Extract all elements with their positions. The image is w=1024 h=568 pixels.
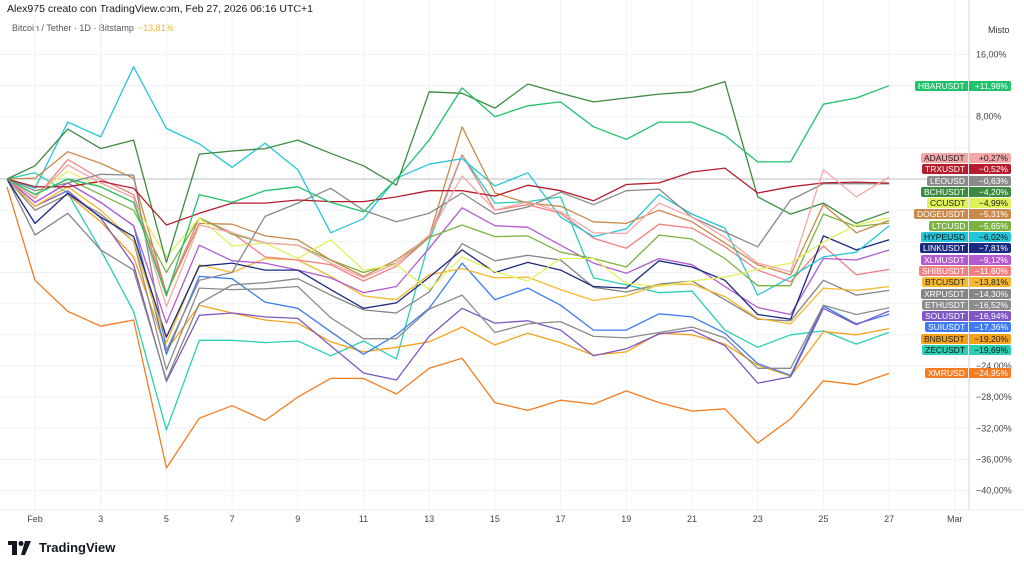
series-label-value: −4,99% [969, 198, 1011, 209]
y-tick-label: 16,00% [976, 49, 1007, 59]
x-tick-label: 19 [621, 514, 631, 524]
scale-mode[interactable]: Misto [988, 25, 1010, 35]
series-label-name: HBARUSDT [915, 80, 968, 91]
series-line-shibusdt[interactable] [6, 154, 890, 295]
series-label-value: +11,98% [969, 80, 1011, 91]
series-label-name: XRPUSDT [921, 288, 968, 299]
x-tick-label: 15 [490, 514, 500, 524]
series-label-name: SHIBUSDT [919, 265, 968, 276]
x-tick-label: Feb [27, 514, 43, 524]
tradingview-logo-icon [8, 540, 31, 555]
series-label-value: −14,30% [969, 288, 1011, 299]
y-axis: 16,00% 8,00% −24,00% −28,00% −32,00% −36,00% −… [976, 49, 1012, 495]
series-line-xrpusdt[interactable] [6, 178, 890, 381]
x-tick-label: 11 [359, 514, 368, 524]
series-label-value: −19,20% [969, 333, 1011, 344]
series-line-bchusdt[interactable] [6, 80, 890, 264]
x-tick-label: 23 [753, 514, 763, 524]
logo-text: TradingView [39, 540, 116, 555]
series-label-name: ZECUSDT [922, 345, 969, 356]
series-label-name: LINKUSDT [920, 243, 969, 254]
series-line-adausdt[interactable] [6, 164, 890, 308]
series-line-xmrusd[interactable] [6, 186, 890, 469]
series-line-trxusdt[interactable] [6, 167, 890, 226]
series-line-solusdt[interactable] [6, 178, 890, 384]
x-tick-label: Mar [947, 514, 963, 524]
tradingview-logo[interactable]: TradingView [8, 540, 115, 555]
x-tick-label: 13 [424, 514, 434, 524]
x-tick-label: 17 [556, 514, 566, 524]
series-line-zecusdt[interactable] [6, 154, 890, 431]
series-line-linkusdt[interactable] [6, 178, 890, 338]
series-label-value: −16,94% [969, 311, 1011, 322]
series-line-ccusdt[interactable] [6, 170, 890, 291]
series-label-name: TRXUSDT [922, 164, 969, 175]
series-label-value: −17,36% [969, 322, 1011, 333]
series-line-btcusdt[interactable] [6, 178, 890, 344]
y-tick-label: −24,00% [976, 361, 1012, 371]
series-label-value: −4,20% [969, 186, 1011, 197]
x-tick-label: 25 [818, 514, 828, 524]
series-line-leousd[interactable] [6, 173, 890, 352]
series-label-value: +0,27% [969, 152, 1011, 163]
symbol-change: −13,81% [137, 23, 174, 33]
x-axis: Feb 3 5 7 9 11 13 15 17 19 21 23 25 27 Mar [27, 514, 962, 524]
series-label-value: −5,31% [969, 209, 1011, 220]
series-label-value: −16,52% [969, 299, 1011, 310]
series-label-value: −24,95% [969, 368, 1011, 379]
x-tick-label: 3 [98, 514, 103, 524]
series-label-name: ETHUSDT [922, 299, 969, 310]
series-label-value: −19,69% [969, 345, 1011, 356]
series-label-name: XMRUSD [925, 368, 968, 379]
series-line-ethusdt[interactable] [6, 178, 890, 371]
series-label-value: −9,12% [969, 254, 1011, 265]
chart-credit: Alex975 creato con TradingView.com, Feb … [7, 3, 313, 15]
series-label-name: ADAUSDT [921, 152, 968, 163]
series-line-dogeusdt[interactable] [6, 126, 890, 295]
series-label-name: BNBUSDT [921, 333, 968, 344]
y-tick-label: −40,00% [976, 486, 1012, 496]
series-label-name: BTCUSDT [922, 277, 969, 288]
series-label-value: −11,60% [969, 265, 1011, 276]
series-label-name: LEOUSD [927, 175, 968, 186]
x-tick-label: 7 [230, 514, 235, 524]
series-label-value: −5,65% [969, 220, 1011, 231]
series-label-value: −6,02% [969, 232, 1011, 243]
y-tick-label: −28,00% [976, 392, 1012, 402]
series-label-name: BCHUSDT [921, 186, 969, 197]
y-tick-label: −36,00% [976, 454, 1012, 464]
series-label-name: SUIUSDT [925, 322, 969, 333]
symbol-legend[interactable]: Bitcoin / Tether · 1D · Bitstamp −13,81% [12, 23, 174, 33]
series-line-ltcusd[interactable] [6, 178, 890, 287]
series-label-value: −0,52% [969, 164, 1011, 175]
series-lines [6, 66, 890, 469]
series-label-name: HYPEUSD [921, 232, 969, 243]
x-tick-label: 27 [884, 514, 894, 524]
series-label-name: LTCUSD [929, 220, 969, 231]
series-label-value: −0,63% [969, 175, 1011, 186]
series-label-value: −7,81% [969, 243, 1011, 254]
series-label-name: SOLUSDT [922, 311, 969, 322]
x-tick-label: 9 [295, 514, 300, 524]
series-line-hypeusd[interactable] [6, 66, 890, 296]
series-label-value: −13,81% [969, 277, 1011, 288]
y-tick-label: −32,00% [976, 423, 1012, 433]
series-label-name: DOGEUSDT [914, 209, 969, 220]
x-tick-label: 5 [164, 514, 169, 524]
symbol-title: Bitcoin / Tether · 1D · Bitstamp [12, 23, 134, 33]
x-tick-label: 21 [687, 514, 697, 524]
y-tick-label: 8,00% [976, 112, 1002, 122]
series-label-name: CCUSDT [927, 198, 969, 209]
series-label-name: XLMUSDT [921, 254, 968, 265]
series-line-hbarusdt[interactable] [6, 85, 890, 297]
